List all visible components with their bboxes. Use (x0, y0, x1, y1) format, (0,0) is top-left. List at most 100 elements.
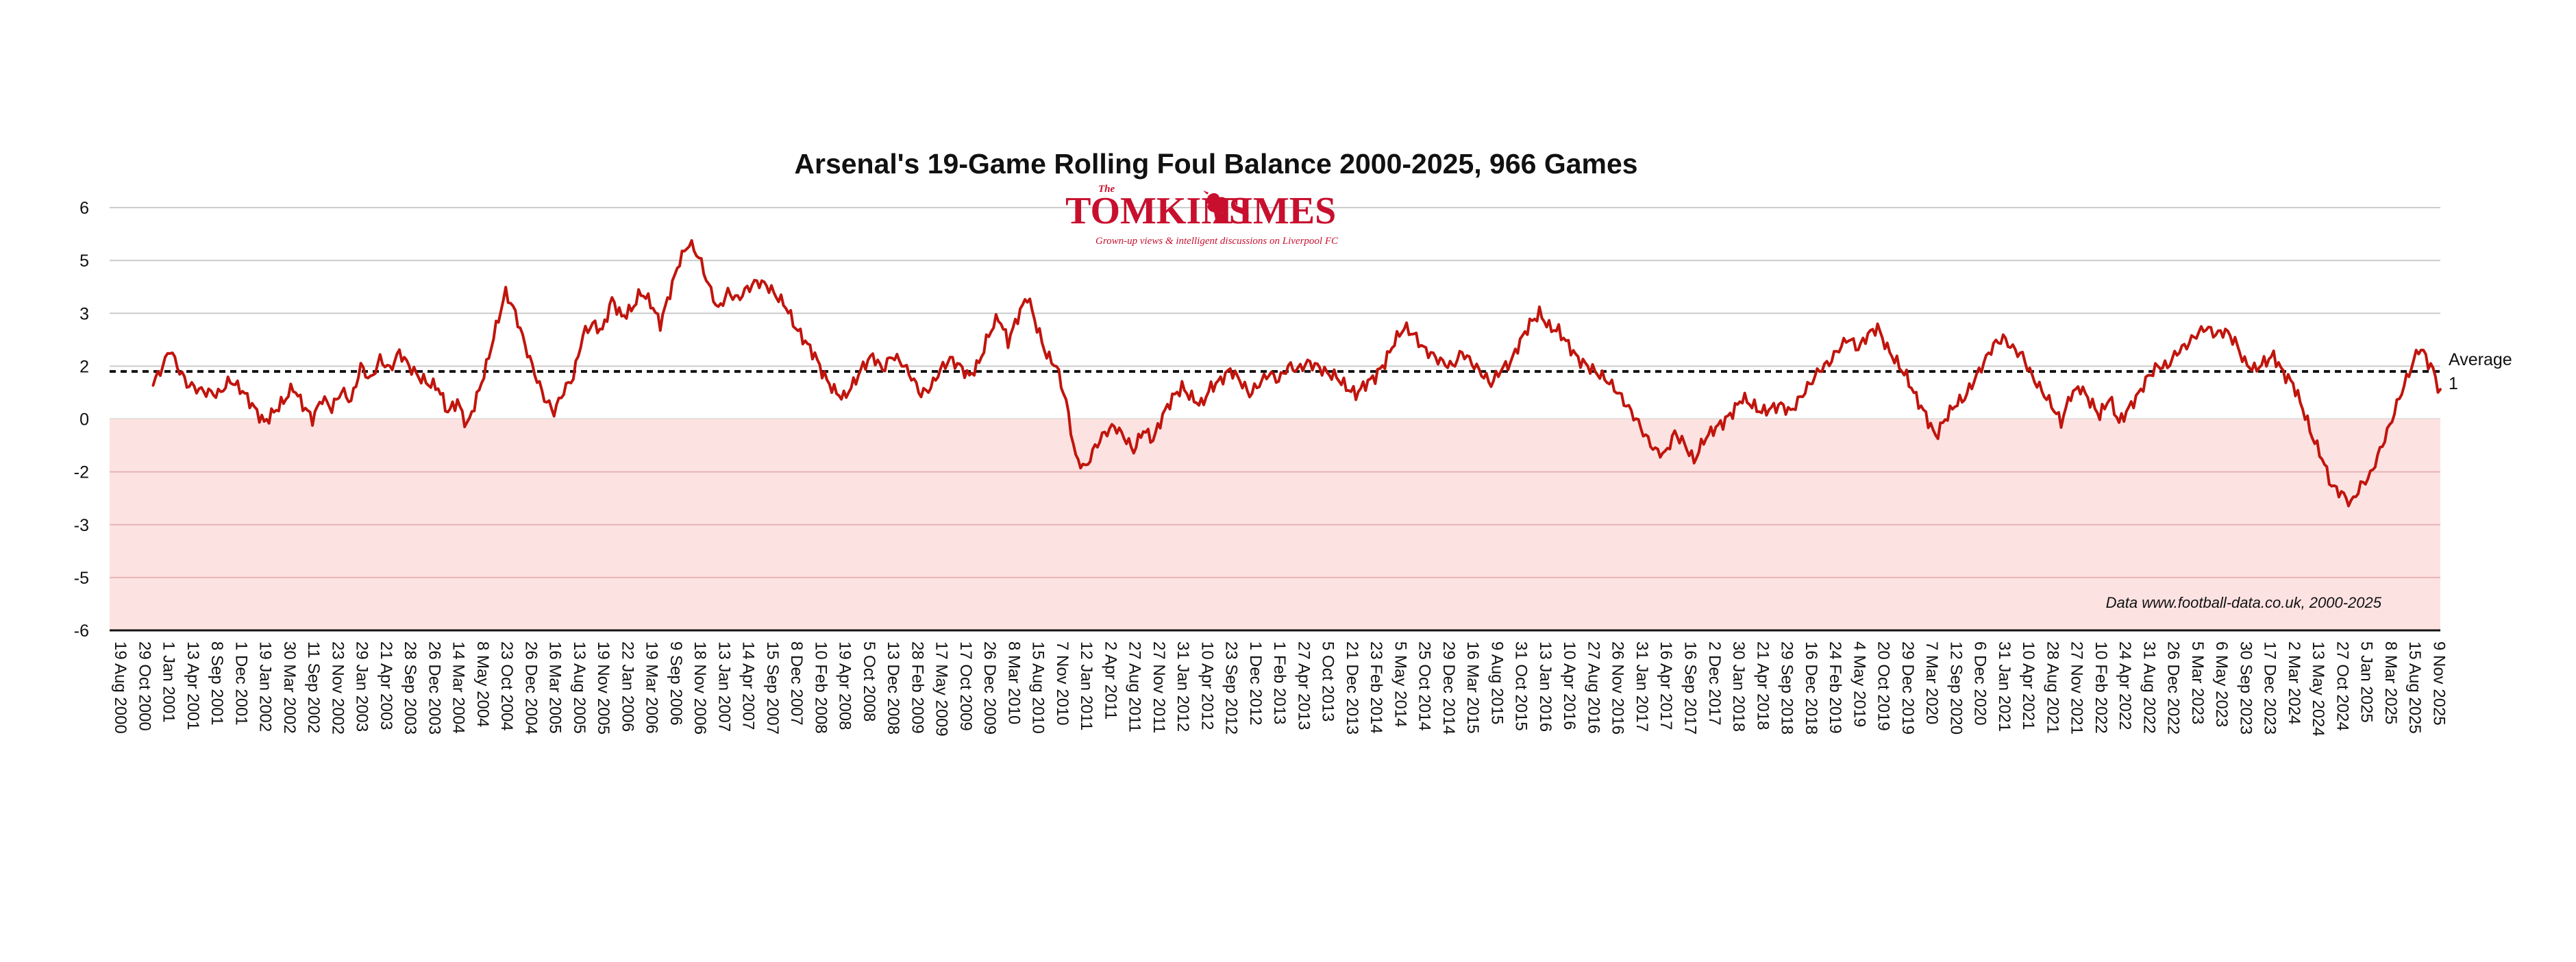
y-tick-label: 3 (79, 304, 89, 323)
x-tick-label: 23 Sep 2012 (1222, 641, 1241, 735)
y-tick-label: 6 (79, 199, 89, 218)
x-tick-label: 30 Sep 2023 (2236, 641, 2255, 735)
average-label-line1: Average (2449, 350, 2512, 369)
y-tick-label: -2 (74, 463, 89, 482)
x-tick-label: 30 Mar 2002 (280, 641, 299, 734)
x-tick-label: 31 Jan 2017 (1633, 641, 1651, 732)
x-axis-ticks: 19 Aug 2000 29 Oct 2000 1 Jan 2001 13 Apr 2… (111, 641, 2448, 737)
tomkins-times-logo: The TOMKINS TIMES Grown-up views & intel… (1065, 184, 1339, 247)
x-tick-label: 5 May 2014 (1391, 641, 1409, 727)
x-tick-label: 8 Dec 2007 (787, 641, 806, 726)
x-tick-label: 26 Dec 2022 (2164, 641, 2183, 735)
x-tick-label: 5 Mar 2023 (2188, 641, 2207, 724)
x-tick-label: 24 Feb 2019 (1826, 641, 1844, 734)
source-note: Data www.football-data.co.uk, 2000-2025 (2106, 594, 2382, 611)
x-tick-label: 28 Feb 2009 (908, 641, 926, 734)
x-tick-label: 1 Dec 2001 (232, 641, 250, 726)
x-tick-label: 9 Nov 2025 (2429, 641, 2448, 726)
x-tick-label: 13 Jan 2007 (715, 641, 733, 732)
x-tick-label: 23 Oct 2004 (497, 641, 516, 731)
x-tick-label: 16 Sep 2017 (1681, 641, 1700, 735)
x-tick-label: 11 Sep 2002 (304, 641, 323, 733)
y-tick-label: -3 (74, 516, 89, 535)
x-tick-label: 28 Aug 2021 (2043, 641, 2061, 734)
x-tick-label: 19 Mar 2006 (643, 641, 661, 734)
x-tick-label: 8 May 2004 (473, 641, 492, 727)
x-tick-label: 21 Apr 2018 (1753, 641, 1772, 730)
x-tick-label: 8 Mar 2025 (2381, 641, 2400, 724)
x-tick-label: 31 Oct 2015 (1512, 641, 1531, 731)
x-tick-label: 9 Aug 2015 (1487, 641, 1506, 724)
x-tick-label: 29 Dec 2019 (1898, 641, 1917, 735)
x-tick-label: 13 Dec 2008 (884, 641, 902, 735)
x-tick-label: 22 Jan 2006 (618, 641, 636, 732)
x-tick-label: 31 Aug 2022 (2140, 641, 2158, 734)
shade-grid-layer (110, 471, 2440, 578)
x-tick-label: 7 Mar 2020 (1922, 641, 1941, 724)
x-tick-label: 1 Dec 2012 (1246, 641, 1265, 726)
x-tick-label: 27 Aug 2016 (1584, 641, 1602, 734)
x-tick-label: 16 Mar 2015 (1463, 641, 1482, 734)
x-tick-label: 15 Aug 2025 (2405, 641, 2424, 734)
x-tick-label: 26 Dec 2003 (425, 641, 443, 735)
x-tick-label: 5 Jan 2025 (2357, 641, 2376, 723)
x-tick-label: 27 Oct 2024 (2333, 641, 2351, 731)
x-tick-label: 21 Apr 2003 (377, 641, 395, 730)
x-tick-label: 10 Feb 2008 (811, 641, 830, 734)
x-tick-label: 1 Jan 2001 (160, 641, 178, 723)
x-tick-label: 2 Apr 2011 (1101, 641, 1119, 719)
x-tick-label: 29 Dec 2014 (1439, 641, 1458, 735)
x-tick-label: 16 Mar 2005 (546, 641, 565, 734)
x-tick-label: 13 Apr 2001 (184, 641, 202, 730)
x-tick-label: 26 Nov 2016 (1609, 641, 1627, 735)
x-tick-label: 16 Dec 2018 (1802, 641, 1820, 735)
x-tick-label: 19 Apr 2008 (836, 641, 854, 730)
x-tick-label: 14 Mar 2004 (449, 641, 468, 734)
x-tick-label: 5 Oct 2013 (1319, 641, 1337, 722)
logo-prefix: The (1098, 184, 1115, 195)
x-tick-label: 7 Nov 2010 (1053, 641, 1072, 726)
x-tick-label: 23 Nov 2002 (328, 641, 347, 735)
x-tick-label: 24 Apr 2022 (2116, 641, 2134, 730)
x-tick-label: 27 Nov 2011 (1150, 641, 1168, 733)
x-tick-label: 28 Sep 2003 (401, 641, 419, 735)
logo-name-right: TIMES (1213, 190, 1337, 232)
x-tick-label: 13 Jan 2016 (1536, 641, 1555, 732)
x-tick-label: 5 Oct 2008 (860, 641, 878, 722)
x-tick-label: 12 Jan 2011 (1077, 641, 1095, 730)
logo-tagline: Grown-up views & intelligent discussions… (1095, 236, 1339, 247)
x-tick-label: 29 Jan 2003 (353, 641, 371, 732)
x-tick-label: 29 Oct 2000 (135, 641, 153, 731)
average-label-line2: 1 (2449, 374, 2458, 393)
x-tick-label: 25 Oct 2014 (1415, 641, 1434, 731)
x-tick-label: 19 Nov 2005 (594, 641, 612, 735)
x-tick-label: 15 Aug 2010 (1029, 641, 1048, 734)
x-tick-label: 13 May 2024 (2309, 641, 2327, 737)
x-tick-label: 6 Dec 2020 (1971, 641, 1990, 726)
x-tick-label: 29 Sep 2018 (1778, 641, 1796, 735)
x-tick-label: 21 Dec 2013 (1343, 641, 1361, 735)
series-line-rolling-foul-balance (151, 239, 2442, 508)
x-tick-label: 14 Apr 2007 (739, 641, 758, 730)
x-tick-label: 27 Apr 2013 (1294, 641, 1313, 730)
x-tick-label: 8 Sep 2001 (208, 641, 226, 726)
x-tick-label: 31 Jan 2021 (1995, 641, 2014, 732)
x-tick-label: 16 Apr 2017 (1657, 641, 1675, 730)
y-tick-label: 5 (79, 251, 89, 271)
x-tick-label: 23 Feb 2014 (1367, 641, 1385, 734)
x-tick-label: 27 Nov 2021 (2068, 641, 2086, 735)
x-tick-label: 17 Dec 2023 (2261, 641, 2279, 735)
x-tick-label: 12 Sep 2020 (1946, 641, 1965, 735)
x-tick-label: 15 Sep 2007 (763, 641, 782, 735)
x-tick-label: 10 Feb 2022 (2092, 641, 2110, 734)
x-tick-label: 20 Oct 2019 (1874, 641, 1893, 731)
x-tick-label: 1 Feb 2013 (1270, 641, 1289, 724)
x-tick-label: 30 Jan 2018 (1729, 641, 1748, 732)
chart-title: Arsenal's 19-Game Rolling Foul Balance 2… (794, 148, 1637, 180)
x-tick-label: 31 Jan 2012 (1174, 641, 1192, 732)
x-tick-label: 4 May 2019 (1850, 641, 1868, 727)
x-tick-label: 17 Oct 2009 (956, 641, 975, 731)
y-tick-label: -6 (74, 621, 89, 641)
x-tick-label: 18 Nov 2006 (691, 641, 709, 735)
